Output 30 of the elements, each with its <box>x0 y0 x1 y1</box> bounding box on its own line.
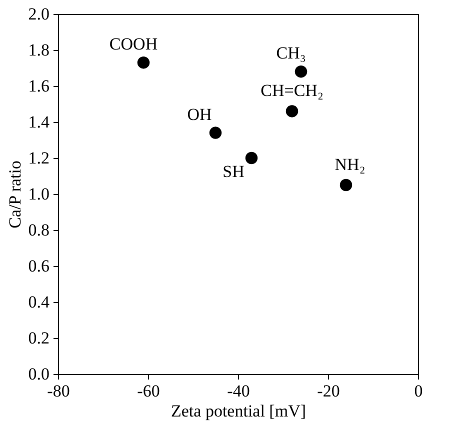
point <box>294 65 308 78</box>
annotation: NH₂ <box>334 155 366 174</box>
y-tick-label: 1.0 <box>28 184 50 204</box>
annotation: CH₃ <box>276 44 306 63</box>
y-tick-label: 0.4 <box>28 292 50 312</box>
x-tick-label: -60 <box>137 382 160 400</box>
point <box>286 105 298 118</box>
y-tick-label: 1.8 <box>28 40 50 60</box>
y-axis-title: Ca/P ratio <box>5 160 24 228</box>
y-tick-label: 1.4 <box>28 112 50 132</box>
x-tick-label: 0 <box>414 382 423 400</box>
y-tick-label: 0.8 <box>28 220 50 240</box>
point <box>209 126 222 139</box>
x-tick-label: -80 <box>47 382 70 400</box>
annotation: CH=CH₂ <box>260 81 324 100</box>
y-tick-label: 0.6 <box>28 256 50 276</box>
annotation: COOH <box>109 34 158 54</box>
point <box>340 178 352 192</box>
point <box>245 152 258 164</box>
annotation: SH <box>222 162 244 181</box>
annotation: OH <box>187 104 212 124</box>
y-tick-label: 1.6 <box>28 76 50 96</box>
y-tick-label: 0.0 <box>28 364 50 384</box>
x-axis-title: Zeta potential [mV] <box>170 402 306 420</box>
x-tick-label: -40 <box>227 382 250 400</box>
y-tick-label: 1.2 <box>28 148 50 168</box>
point <box>137 56 150 69</box>
y-tick-label: 0.2 <box>28 328 50 348</box>
x-tick-label: -20 <box>317 382 340 400</box>
y-tick-label: 2.0 <box>28 4 50 24</box>
